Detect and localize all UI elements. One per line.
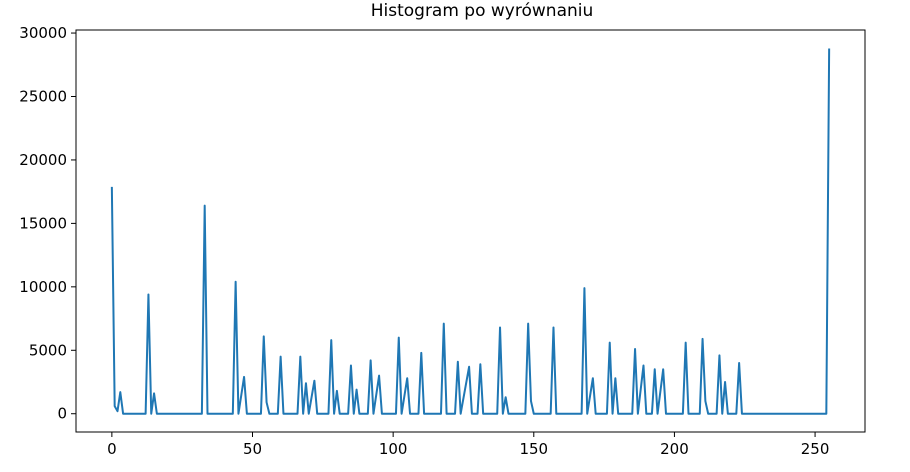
x-tick-label: 200 xyxy=(660,440,689,458)
y-axis: 0 5000 10000 15000 20000 25000 30000 xyxy=(19,24,76,423)
y-tick-label: 20000 xyxy=(19,151,67,169)
y-tick-label: 5000 xyxy=(29,341,67,359)
x-tick-label: 0 xyxy=(107,440,117,458)
x-axis: 0 50 100 150 200 250 xyxy=(107,432,829,458)
plot-frame xyxy=(75,29,866,433)
x-tick-label: 150 xyxy=(519,440,548,458)
series-line xyxy=(110,48,831,415)
x-tick-label: 250 xyxy=(801,440,830,458)
x-tick-label: 50 xyxy=(243,440,262,458)
x-tick-label: 100 xyxy=(379,440,408,458)
y-tick-label: 25000 xyxy=(19,87,67,105)
series-layer xyxy=(110,48,831,415)
y-tick-label: 30000 xyxy=(19,24,67,42)
y-tick-label: 15000 xyxy=(19,214,67,232)
y-tick-label: 0 xyxy=(57,405,67,423)
y-tick-label: 10000 xyxy=(19,278,67,296)
chart-title: Histogram po wyrównaniu xyxy=(371,1,594,21)
